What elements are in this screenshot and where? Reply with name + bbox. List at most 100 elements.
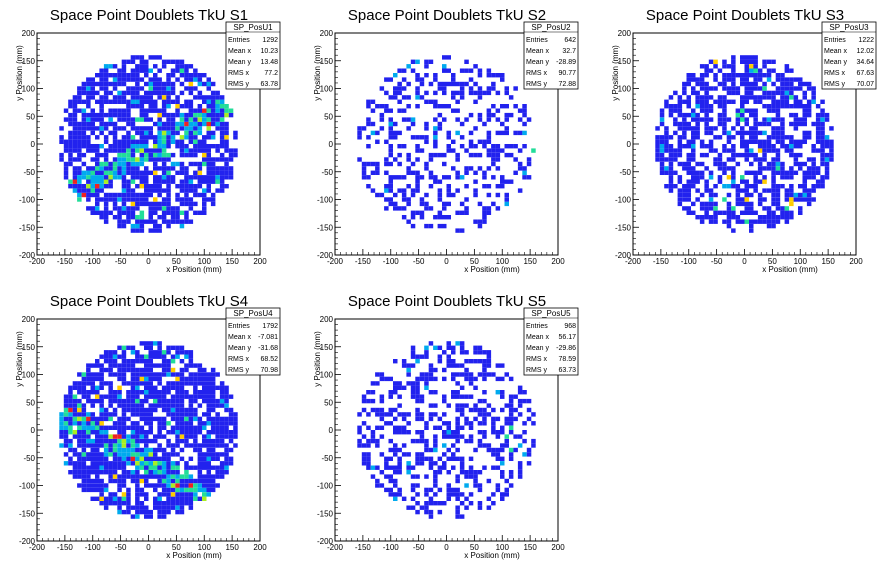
heatmap-cell [103,73,109,78]
heatmap-cell [708,86,714,91]
heatmap-cell [206,390,211,395]
heatmap-cell [117,144,122,149]
heatmap-cell [757,215,763,220]
heatmap-cell [388,121,393,127]
heatmap-cell [699,64,705,69]
heatmap-cell [86,139,91,144]
heatmap-cell [482,219,487,224]
heatmap-cell [161,421,167,426]
heatmap-cell [357,438,362,444]
heatmap-cell [179,434,185,439]
heatmap-cell [749,184,754,189]
stats-name: SP_PosU1 [233,23,273,32]
heatmap-cell [126,443,131,448]
heatmap-cell [161,501,167,506]
heatmap-cell [664,148,669,153]
heatmap-cell [68,461,73,466]
heatmap-cell [157,166,162,171]
heatmap-cell [188,359,194,364]
heatmap-cell [757,219,763,224]
heatmap-cell [708,130,714,136]
heatmap-cell [753,121,758,127]
heatmap-cell [210,403,216,408]
heatmap-cell [86,434,91,439]
heatmap-cell [722,170,727,175]
heatmap-cell [108,117,113,122]
heatmap-cell [682,117,687,122]
heatmap-cell [90,206,95,211]
heatmap-cell [401,363,407,368]
heatmap-cell [704,184,709,189]
heatmap-cell [184,443,189,448]
heatmap-cell [117,367,122,373]
heatmap-cell [86,179,91,184]
heatmap-cell [153,452,158,457]
heatmap-cell [99,501,104,506]
heatmap-cell [397,81,402,87]
heatmap-cell [771,192,776,198]
heatmap-cell [780,144,785,149]
heatmap-cell [148,359,153,364]
heatmap-cell [451,434,456,439]
heatmap-cell [112,64,118,69]
heatmap-cell [433,345,438,350]
heatmap-cell [749,201,754,207]
heatmap-cell [477,407,483,413]
heatmap-cell [170,139,176,144]
heatmap-cell [668,170,674,175]
heatmap-cell [771,135,776,140]
heatmap-cell [72,398,78,404]
heatmap-cell [144,341,149,346]
heatmap-cell [464,359,469,364]
heatmap-cell [112,421,118,426]
heatmap-cell [148,95,153,100]
heatmap-cell [224,385,229,390]
heatmap-cell [144,73,149,78]
heatmap-cell [166,456,171,461]
heatmap-cell [108,403,113,408]
heatmap-cell [117,152,122,158]
heatmap-cell [740,108,745,113]
heatmap-cell [95,81,100,87]
heatmap-cell [157,390,162,395]
heatmap-cell [726,135,732,140]
heatmap-cell [206,175,211,180]
heatmap-cell [464,81,469,87]
heatmap-cell [793,144,799,149]
heatmap-cell [780,81,785,87]
heatmap-cell [184,478,189,484]
heatmap-cell [72,95,78,100]
heatmap-cell [135,430,140,435]
heatmap-cell [513,144,518,149]
heatmap-cell [717,95,723,100]
heatmap-cell [735,184,741,189]
heatmap-cell [184,465,189,470]
heatmap-cell [161,407,167,413]
heatmap-cell [713,148,718,153]
heatmap-cell [81,403,87,408]
heatmap-cell [95,376,100,382]
heatmap-cell [86,367,91,373]
heatmap-cell [451,192,456,198]
stats-row-value: 68.52 [260,356,278,363]
heatmap-cell [486,206,492,211]
heatmap-cell [695,121,700,127]
heatmap-cell [366,121,371,127]
heatmap-cell [224,184,229,189]
heatmap-cell [95,443,100,448]
heatmap-cell [401,416,407,422]
heatmap-cell [219,157,225,162]
heatmap-cell [789,135,794,140]
heatmap-cell [99,117,104,122]
heatmap-cell [677,201,683,207]
heatmap-cell [219,112,225,118]
heatmap-cell [103,157,109,162]
heatmap-cell [175,478,180,484]
heatmap-cell [468,492,474,497]
heatmap-cell [170,121,176,127]
heatmap-cell [740,104,745,109]
heatmap-cell [81,139,87,144]
heatmap-cell [762,95,767,100]
heatmap-cell [753,135,758,140]
heatmap-cell [121,478,127,484]
